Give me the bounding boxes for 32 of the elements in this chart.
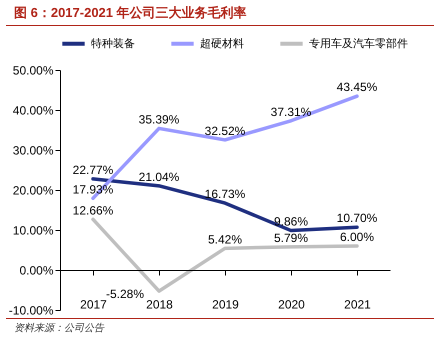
data-label: 32.52% bbox=[204, 124, 246, 138]
x-tick-label: 2019 bbox=[212, 298, 240, 312]
data-label: 37.31% bbox=[270, 104, 312, 119]
y-tick-label: 0.00% bbox=[19, 264, 54, 278]
chart-title: 图 6：2017-2021 年公司三大业务毛利率 bbox=[6, 0, 434, 26]
legend-label: 专用车及汽车零部件 bbox=[309, 36, 408, 50]
data-label: 16.73% bbox=[204, 187, 246, 202]
legend-label: 超硬材料 bbox=[200, 36, 244, 50]
y-tick-label: 40.00% bbox=[12, 104, 54, 118]
data-label: 21.04% bbox=[138, 170, 180, 184]
y-tick-label: 50.00% bbox=[12, 64, 54, 78]
data-label: 5.42% bbox=[208, 232, 242, 246]
legend-label: 特种装备 bbox=[91, 36, 135, 50]
data-label: -5.28% bbox=[106, 287, 144, 302]
y-tick-label: 30.00% bbox=[12, 144, 54, 158]
x-tick-label: 2017 bbox=[80, 298, 108, 312]
x-tick-label: 2020 bbox=[278, 298, 306, 312]
data-label: 43.45% bbox=[336, 80, 378, 94]
y-tick-label: 10.00% bbox=[12, 224, 54, 238]
data-label: 22.77% bbox=[72, 162, 114, 177]
y-tick-label: -10.00% bbox=[8, 304, 54, 318]
y-tick-label: 20.00% bbox=[12, 184, 54, 198]
data-label: 5.79% bbox=[274, 230, 308, 245]
x-tick-label: 2018 bbox=[146, 298, 174, 312]
data-label: 35.39% bbox=[138, 112, 180, 126]
data-label: 17.93% bbox=[72, 182, 114, 196]
text: 资料来源：公司公告 bbox=[6, 318, 434, 337]
data-label: 10.70% bbox=[336, 211, 378, 226]
x-tick-label: 2021 bbox=[344, 298, 372, 312]
data-label: 6.00% bbox=[340, 230, 374, 244]
data-label: 12.66% bbox=[72, 203, 114, 218]
data-label: 9.86% bbox=[274, 214, 308, 229]
